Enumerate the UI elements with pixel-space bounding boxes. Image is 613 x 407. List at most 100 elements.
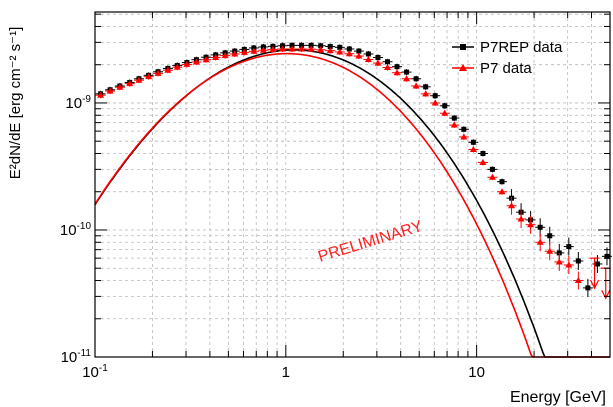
point-marker	[231, 50, 239, 57]
y-tick-label: 10-10	[60, 221, 92, 239]
point-marker	[384, 59, 390, 65]
point-marker	[307, 45, 315, 52]
data-point-p7	[133, 76, 144, 84]
data-point-p7	[191, 58, 202, 66]
data-point-p7	[229, 50, 240, 57]
point-marker	[173, 63, 181, 70]
point-marker	[432, 93, 438, 99]
point-marker	[317, 46, 325, 53]
point-marker	[451, 115, 457, 121]
point-marker	[383, 64, 391, 71]
point-marker	[116, 83, 124, 90]
point-marker	[345, 50, 353, 57]
data-point-p7rep	[401, 69, 412, 76]
point-marker	[423, 84, 429, 90]
point-marker	[594, 261, 600, 267]
point-marker	[375, 54, 381, 60]
point-marker	[355, 52, 363, 59]
data-point-p7	[114, 83, 125, 91]
data-point-p7	[372, 59, 383, 67]
point-marker	[106, 87, 114, 94]
point-marker	[212, 53, 220, 60]
data-point-p7	[382, 64, 393, 71]
data-point-p7	[439, 109, 450, 117]
data-point-p7	[458, 133, 469, 140]
legend-entry-p7rep: P7REP data	[452, 39, 563, 56]
point-marker	[318, 43, 324, 49]
model-curve-1	[94, 52, 610, 358]
point-marker	[575, 258, 581, 264]
y-tick-label: 10-9	[65, 94, 91, 112]
point-marker	[279, 45, 287, 52]
point-marker	[547, 233, 553, 239]
point-marker	[604, 253, 610, 259]
data-point-p7rep	[573, 251, 584, 270]
point-marker	[326, 47, 334, 54]
model-curves	[94, 49, 610, 358]
point-marker	[441, 109, 449, 116]
data-point-p7	[334, 48, 345, 55]
legend: P7REP data P7 data	[452, 39, 563, 77]
point-marker	[393, 69, 401, 76]
data-point-p7	[573, 271, 584, 290]
point-marker	[566, 244, 572, 250]
data-point-p7	[353, 52, 364, 60]
point-marker	[499, 179, 505, 185]
data-point-p7	[95, 91, 106, 99]
point-marker	[308, 42, 314, 48]
point-marker	[546, 247, 554, 254]
point-marker	[508, 202, 516, 209]
point-marker	[154, 69, 162, 76]
point-marker	[413, 76, 419, 82]
point-marker	[356, 48, 362, 54]
point-marker	[422, 90, 430, 97]
data-point-p7	[449, 121, 460, 129]
data-point-p7	[392, 69, 403, 76]
point-marker	[164, 66, 172, 73]
data-point-p7rep	[582, 278, 593, 297]
point-marker	[327, 44, 333, 50]
point-marker	[289, 42, 295, 48]
data-point-p7	[525, 215, 536, 234]
data-point-p7rep	[372, 54, 383, 61]
data-point-p7	[210, 53, 221, 61]
point-marker	[269, 46, 277, 53]
point-marker	[488, 173, 496, 180]
point-marker	[135, 76, 143, 83]
point-marker	[412, 82, 420, 89]
legend-label-p7: P7 data	[480, 60, 532, 77]
point-marker	[442, 103, 448, 109]
data-point-p7	[430, 99, 441, 106]
data-point-p7	[153, 69, 164, 77]
point-marker	[469, 146, 477, 153]
point-marker	[574, 277, 582, 284]
upper-limit-head	[590, 279, 600, 290]
upper-limit-arrow	[600, 267, 611, 300]
data-points	[95, 42, 612, 300]
point-marker	[404, 69, 410, 75]
data-point-p7rep	[411, 75, 422, 82]
data-point-p7	[143, 73, 154, 80]
point-marker	[461, 126, 467, 132]
point-marker	[450, 121, 458, 128]
data-point-p7	[306, 45, 317, 53]
model-curve-0	[94, 49, 610, 358]
data-point-p7	[516, 210, 527, 229]
data-point-p7rep	[439, 102, 450, 109]
data-point-p7rep	[430, 92, 441, 99]
data-point-p7	[287, 45, 298, 52]
point-marker	[498, 188, 506, 195]
plot-border	[94, 11, 611, 358]
point-marker	[565, 261, 573, 268]
data-point-p7rep	[458, 126, 469, 133]
data-point-p7	[201, 56, 212, 63]
point-marker	[298, 45, 306, 52]
data-point-p7	[105, 87, 116, 95]
point-marker	[585, 285, 591, 291]
point-marker	[489, 166, 495, 172]
data-point-p7rep	[544, 226, 555, 245]
point-marker	[259, 46, 267, 53]
point-marker	[460, 133, 468, 140]
point-marker	[240, 48, 248, 55]
